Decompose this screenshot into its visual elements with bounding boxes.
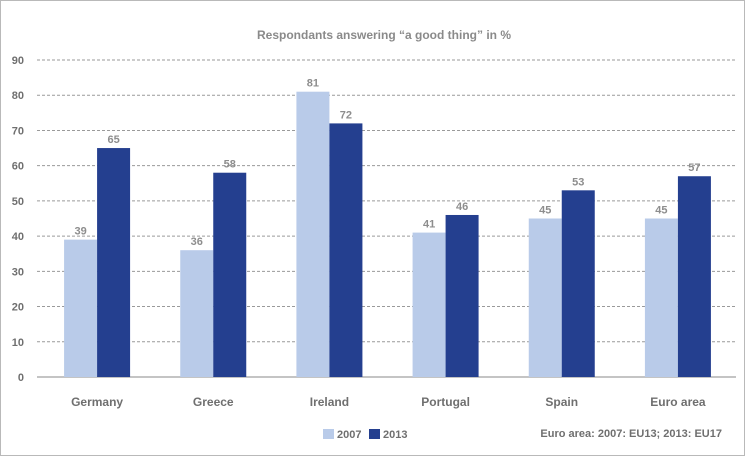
bar-value-labels: 39 65 36 58 81 72 41 46 45 53 45 57	[74, 78, 700, 249]
bar-value-label: 45	[655, 205, 667, 217]
y-tick-label: 50	[12, 196, 24, 208]
category-label: Ireland	[310, 395, 349, 409]
bar-2013	[329, 123, 363, 378]
bar-2007	[644, 218, 678, 377]
bar-value-label: 41	[423, 219, 435, 231]
bar-value-label: 39	[74, 226, 86, 238]
y-tick-label: 0	[18, 372, 24, 384]
bar-2007	[180, 250, 214, 377]
bar-value-label: 72	[340, 109, 352, 121]
legend-swatch-2007	[323, 429, 334, 439]
bar-value-label: 57	[688, 162, 700, 174]
y-axis-ticks: 0 10 20 30 40 50 60 70 80 90	[12, 55, 24, 384]
y-tick-label: 60	[12, 161, 24, 173]
bar-2007	[528, 218, 562, 377]
y-tick-label: 30	[12, 266, 24, 278]
bar-2013	[561, 190, 595, 377]
bar-value-label: 45	[539, 205, 551, 217]
bar-value-label: 58	[224, 159, 236, 171]
bar-2013	[445, 214, 479, 377]
legend-label: 2007	[337, 429, 361, 441]
legend-label: 2013	[383, 429, 407, 441]
y-tick-label: 80	[12, 90, 24, 102]
bar-2013	[213, 172, 247, 377]
bar-2007	[412, 232, 446, 377]
chart-bars	[64, 91, 711, 378]
bar-2007	[64, 239, 98, 377]
legend-swatch-2013	[369, 429, 380, 439]
bar-2013	[97, 148, 131, 377]
y-tick-label: 90	[12, 55, 24, 67]
category-label: Portugal	[421, 395, 470, 409]
bar-2007	[296, 91, 330, 377]
y-tick-label: 40	[12, 231, 24, 243]
category-labels: Germany Greece Ireland Portugal Spain Euro ar…	[71, 395, 706, 409]
category-label: Germany	[71, 395, 123, 409]
chart-note: Euro area: 2007: EU13; 2013: EU17	[540, 428, 722, 440]
y-tick-label: 70	[12, 125, 24, 137]
chart-title: Respondants answering “a good thing” in …	[257, 28, 511, 42]
bar-value-label: 46	[456, 201, 468, 213]
chart-grid	[37, 59, 736, 378]
chart-legend: 2007 2013	[323, 429, 407, 441]
bar-value-label: 36	[191, 236, 203, 248]
category-label: Greece	[193, 395, 234, 409]
bar-value-label: 65	[107, 134, 119, 146]
category-label: Spain	[545, 395, 578, 409]
category-label: Euro area	[650, 395, 706, 409]
bar-value-label: 81	[307, 78, 319, 90]
bar-2013	[677, 176, 711, 377]
y-tick-label: 10	[12, 337, 24, 349]
y-tick-label: 20	[12, 302, 24, 314]
bar-value-label: 53	[572, 176, 584, 188]
